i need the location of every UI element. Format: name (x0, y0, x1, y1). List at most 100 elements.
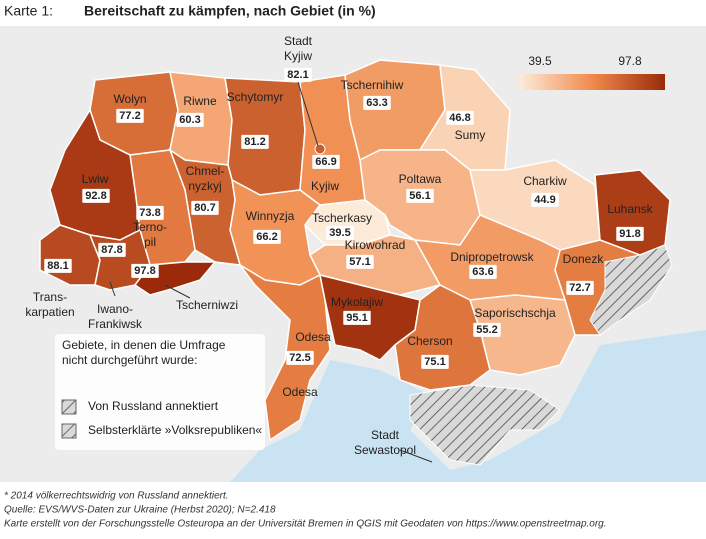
survey-legend-title: Gebiete, in denen die Umfrage (62, 338, 226, 352)
value-box (616, 226, 644, 241)
value-label: 95.1 (346, 312, 367, 324)
value-label: 75.1 (424, 356, 445, 368)
value-box (286, 350, 314, 365)
value-label: 72.5 (289, 352, 310, 364)
value-box (346, 254, 374, 269)
region-name: nyzkyj (188, 179, 221, 193)
region-name: Terno- (133, 220, 167, 234)
region-name: Schytomyr (227, 90, 284, 104)
value-label: 92.8 (85, 190, 106, 202)
region-name: Saporischschja (474, 306, 556, 320)
region-name: Riwne (183, 94, 217, 108)
region-name: Kyjiw (284, 49, 312, 63)
legend-item: Von Russland annektiert (88, 399, 219, 413)
value-label: 87.8 (101, 244, 122, 256)
value-box (253, 229, 281, 244)
region-name: Kyjiw (311, 179, 339, 193)
footnote: Karte erstellt von der Forschungsstelle … (4, 519, 607, 530)
region-name: Sumy (455, 128, 486, 142)
header-label: Karte 1: (4, 3, 53, 19)
value-label: 39.5 (329, 227, 350, 239)
legend-max: 97.8 (618, 54, 642, 68)
region-name: Lwiw (82, 172, 109, 186)
value-label: 66.9 (315, 156, 336, 168)
footnote: Quelle: EVS/WVS-Daten zur Ukraine (Herbs… (4, 505, 276, 516)
survey-legend-title: nicht durchgeführt wurde: (62, 353, 197, 367)
region-name: Dnipropetrowsk (450, 250, 534, 264)
occupied-donbas (589, 244, 673, 336)
region-name: Luhansk (607, 202, 653, 216)
legend-gradient (520, 74, 665, 90)
legend-item: Selbsterklärte »Volksrepubliken« (88, 423, 262, 437)
value-box (82, 188, 110, 203)
sea (230, 330, 706, 482)
region-name: Iwano- (97, 302, 133, 316)
value-box (363, 95, 391, 110)
value-box (326, 225, 354, 240)
value-label: 97.8 (134, 265, 155, 277)
value-label: 73.8 (139, 207, 160, 219)
legend-min: 39.5 (528, 54, 552, 68)
footnote: * 2014 völkerrechtswidrig von Russland a… (4, 491, 229, 502)
value-label: 60.3 (179, 114, 200, 126)
crimea (409, 384, 561, 466)
leader-line (109, 281, 116, 297)
value-box (343, 310, 371, 325)
value-label: 46.8 (449, 112, 470, 124)
legend-swatch (61, 423, 77, 439)
value-label: 82.1 (287, 69, 308, 81)
region-name: Poltawa (399, 172, 442, 186)
value-label: 57.1 (349, 256, 370, 268)
value-box (176, 112, 204, 127)
value-label: 55.2 (476, 324, 497, 336)
value-box (284, 67, 312, 82)
value-box (421, 354, 449, 369)
value-box (191, 200, 219, 215)
value-label: 72.7 (569, 282, 590, 294)
region-name: Wolyn (113, 92, 146, 106)
value-box (98, 242, 126, 257)
leader-line (399, 449, 433, 463)
survey-legend-box (55, 334, 265, 450)
region-name: pil (144, 235, 156, 249)
region-name: Frankiwsk (88, 317, 143, 331)
value-label: 56.1 (409, 190, 430, 202)
region-name: Charkiw (523, 174, 567, 188)
value-box (531, 192, 559, 207)
region-name: Chmel- (186, 164, 225, 178)
header-title: Bereitschaft zu kämpfen, nach Gebiet (in… (84, 3, 376, 19)
region-name: Tscherkasy (312, 211, 372, 225)
leader-line (164, 284, 191, 299)
value-label: 88.1 (47, 260, 68, 272)
value-box (136, 205, 164, 220)
legend-swatch (61, 399, 77, 415)
value-box (469, 264, 497, 279)
region (239, 264, 331, 442)
value-box (406, 188, 434, 203)
leader-line (297, 81, 319, 147)
region-name: Donezk (563, 252, 605, 266)
value-label: 63.3 (366, 97, 387, 109)
region-name: Stadt (284, 34, 313, 48)
value-box (446, 110, 474, 125)
value-box (566, 280, 594, 295)
city-marker (314, 143, 326, 155)
region-name: Trans- (33, 290, 67, 304)
value-box (44, 258, 72, 273)
region-name: Cherson (407, 334, 452, 348)
value-label: 63.6 (472, 266, 493, 278)
region-name: Tscherniwzi (176, 298, 238, 312)
value-box (312, 154, 340, 169)
region-name: Mykolajiw (331, 295, 383, 309)
region-name: karpatien (25, 305, 74, 319)
region-name: Sewastopol (354, 443, 416, 457)
region-name: Odesa (282, 385, 318, 399)
value-label: 81.2 (244, 136, 265, 148)
value-label: 77.2 (119, 110, 140, 122)
value-box (131, 263, 159, 278)
value-box (241, 134, 269, 149)
value-box (116, 108, 144, 123)
region-name: Winnyzja (246, 209, 295, 223)
value-label: 80.7 (194, 202, 215, 214)
